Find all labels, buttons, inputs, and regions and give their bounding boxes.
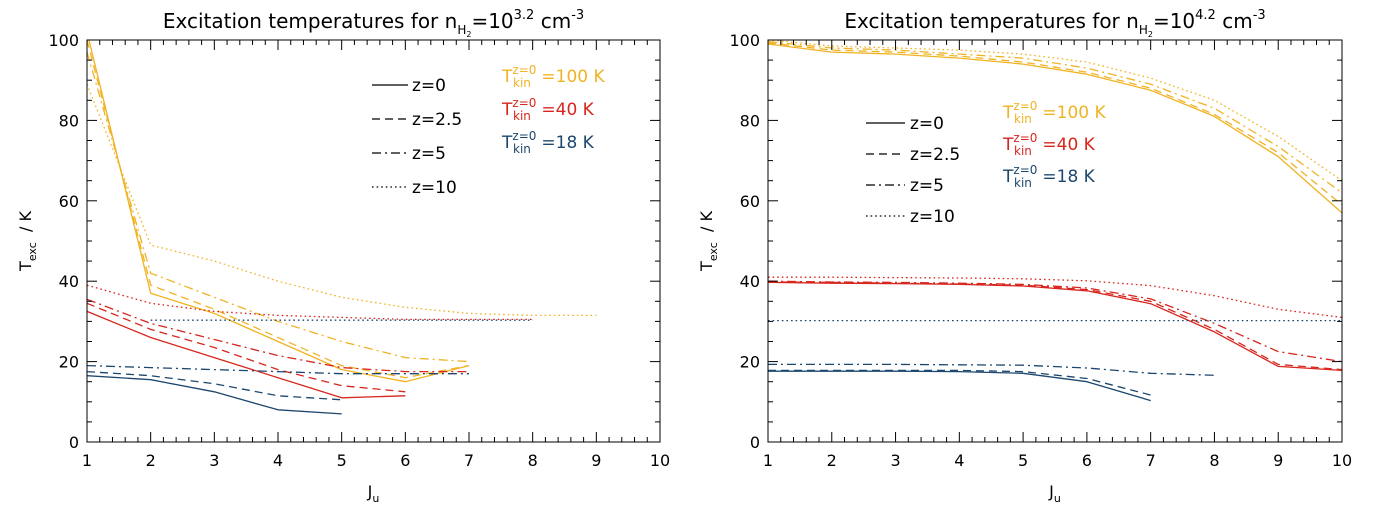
series-line-tkin40-z2_5	[87, 302, 406, 393]
y-tick-label: 100	[729, 31, 760, 50]
tkin-label: Tz=0 kin =18 K	[1002, 163, 1096, 190]
y-tick-label: 60	[59, 192, 79, 211]
x-axis-label: Ju	[1048, 482, 1061, 505]
legend-label: z=5	[412, 144, 446, 164]
y-tick-label: 40	[59, 272, 79, 291]
line-style-legend: z=0 z=2.5 z=5 z=10	[866, 114, 960, 227]
chart-title: Excitation temperatures for nH2=103.2 cm…	[163, 8, 584, 39]
series-line-tkin100-z2_5	[87, 40, 470, 379]
x-tick-label: 4	[954, 451, 964, 470]
series-line-tkin100-z5	[87, 51, 470, 363]
x-tick-label: 8	[1209, 451, 1219, 470]
series-line-tkin18-z2_5	[87, 370, 342, 401]
series-line-tkin18-z0	[768, 370, 1151, 402]
tkin-label: Tz=0 kin =18 K	[501, 129, 595, 156]
legend-label: z=10	[412, 178, 457, 198]
series-line-tkin40-z0	[87, 310, 406, 399]
legend-label: z=2.5	[910, 145, 960, 165]
series-line-tkin40-z10	[87, 284, 533, 321]
series-line-tkin100-z0	[88, 40, 470, 383]
tkin-label: Tz=0 kin =40 K	[501, 96, 595, 123]
x-tick-label: 5	[337, 451, 347, 470]
x-tick-label: 2	[146, 451, 156, 470]
x-tick-label: 6	[400, 451, 410, 470]
x-tick-label: 9	[591, 451, 601, 470]
series-line-tkin18-z5	[768, 363, 1215, 376]
legend-label: z=5	[910, 176, 944, 196]
x-tick-label: 5	[1018, 451, 1028, 470]
plot-frame	[767, 39, 1343, 443]
x-tick-label: 6	[1082, 451, 1092, 470]
series-line-tkin100-z0	[768, 43, 1342, 214]
series-group	[768, 40, 1342, 402]
kinetic-temperature-legend: Tz=0 kin =100 K Tz=0 kin =40 K Tz=0 kin =18 K	[501, 63, 605, 156]
x-tick-label: 8	[528, 451, 538, 470]
x-tick-label: 9	[1273, 451, 1283, 470]
series-line-tkin18-z2_5	[768, 369, 1151, 396]
tkin-label: Tz=0 kin =100 K	[1002, 99, 1106, 126]
legend-label: z=0	[910, 114, 944, 134]
legend-label: z=2.5	[412, 110, 462, 130]
chart-title: Excitation temperatures for nH2=104.2 cm…	[844, 8, 1265, 39]
y-tick-label: 100	[48, 31, 79, 50]
series-line-tkin18-z0	[87, 375, 342, 415]
y-axis-label: Texc / K	[697, 211, 720, 272]
y-tick-label: 0	[750, 433, 760, 452]
y-tick-label: 20	[59, 353, 79, 372]
series-group	[87, 40, 597, 415]
x-tick-label: 7	[464, 451, 474, 470]
series-line-tkin40-z0	[768, 281, 1342, 372]
series-line-tkin100-z2_5	[768, 42, 1342, 206]
y-tick-label: 40	[740, 272, 760, 291]
y-tick-label: 60	[740, 192, 760, 211]
x-tick-label: 7	[1146, 451, 1156, 470]
x-tick-label: 1	[763, 451, 773, 470]
x-tick-label: 3	[890, 451, 900, 470]
x-tick-label: 3	[209, 451, 219, 470]
x-tick-label: 4	[273, 451, 283, 470]
y-axis-label: Texc / K	[16, 211, 39, 272]
x-tick-label: 1	[82, 451, 92, 470]
legend-label: z=10	[910, 207, 955, 227]
y-tick-label: 80	[59, 111, 79, 130]
x-tick-label: 2	[827, 451, 837, 470]
x-tick-label: 10	[650, 451, 670, 470]
series-line-tkin100-z5	[768, 40, 1342, 194]
tkin-label: Tz=0 kin =40 K	[1002, 131, 1096, 158]
y-tick-label: 80	[740, 111, 760, 130]
series-line-tkin40-z5	[768, 280, 1342, 363]
kinetic-temperature-legend: Tz=0 kin =100 K Tz=0 kin =40 K Tz=0 kin =18 K	[1002, 99, 1106, 190]
series-line-tkin40-z5	[87, 298, 469, 373]
series-line-tkin18-z5	[87, 364, 469, 375]
tkin-label: Tz=0 kin =100 K	[501, 63, 605, 90]
series-line-tkin40-z2_5	[768, 281, 1342, 371]
legend-label: z=0	[412, 76, 446, 96]
y-tick-label: 20	[740, 353, 760, 372]
x-axis-label: Ju	[367, 482, 380, 505]
y-tick-label: 0	[69, 433, 79, 452]
line-style-legend: z=0 z=2.5 z=5 z=10	[372, 76, 462, 198]
x-tick-label: 10	[1332, 451, 1352, 470]
